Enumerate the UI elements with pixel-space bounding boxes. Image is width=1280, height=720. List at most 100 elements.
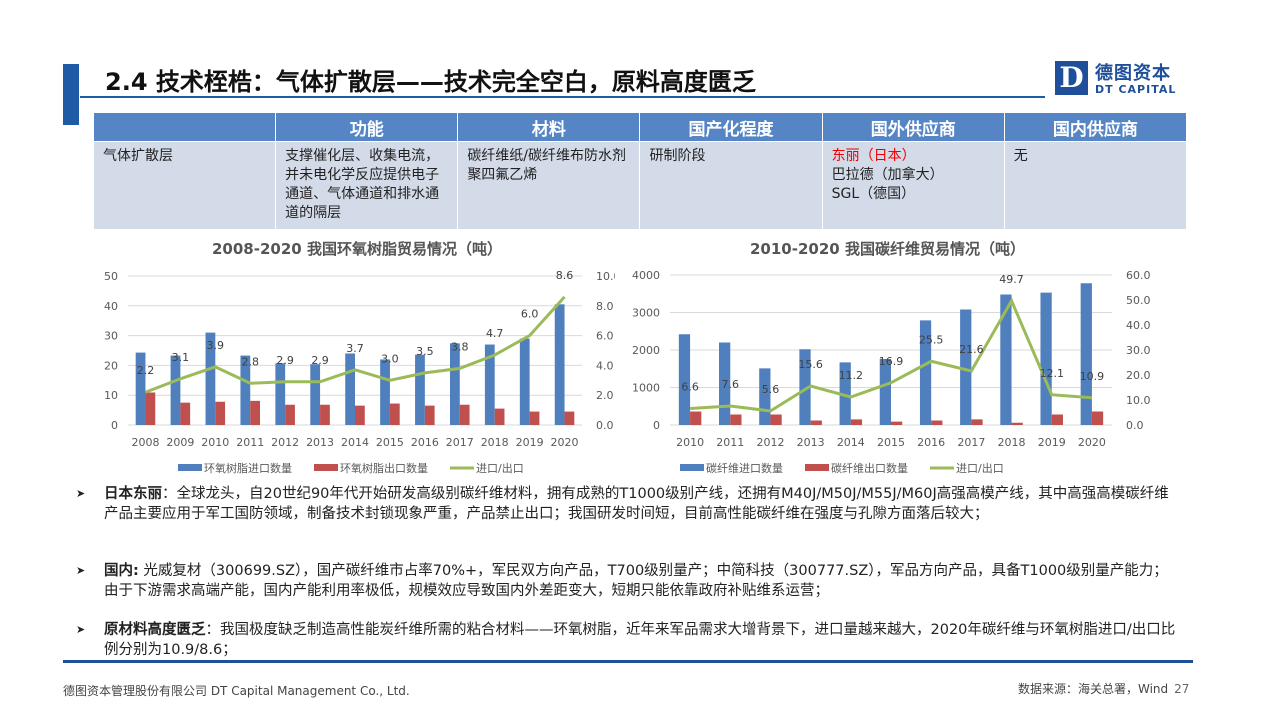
export-bar [355,405,365,425]
export-bar [424,405,435,425]
y-tick-label: 4000 [632,269,660,282]
import-bar [449,343,460,425]
export-bar [1051,414,1063,425]
chart-title-epoxy: 2008-2020 我国环氧树脂贸易情况（吨） [212,240,502,258]
y-tick-label: 0 [653,419,660,432]
x-tick-label: 2015 [877,436,905,449]
export-bar [690,411,702,425]
y-tick-label: 1000 [632,382,660,395]
y2-tick-label: 20.0 [1126,369,1151,382]
bullet-materials: ➤ 原材料高度匮乏：我国极度缺乏制造高性能炭纤维所需的粘合材料——环氧树脂，近年来… [76,620,1176,660]
accent-bar [63,64,79,125]
y2-tick-label: 30.0 [1126,344,1151,357]
legend-label: 环氧树脂进口数量 [204,461,292,475]
bullet-head: 日本东丽 [104,486,162,502]
import-bar [240,355,251,425]
bullet-head: 原材料高度匮乏 [104,622,206,638]
page-number: 27 [1174,682,1190,696]
bullet-toray: ➤ 日本东丽：全球龙头，自20世纪90年代开始研发高级别碳纤维材料，拥有成熟的T1… [76,484,1176,524]
import-bar [719,342,731,425]
legend-label: 进口/出口 [476,461,524,475]
ratio-data-label: 16.9 [879,355,904,368]
arrow-bullet-icon: ➤ [76,487,86,500]
y2-tick-label: 0.0 [596,419,614,432]
y2-tick-label: 0.0 [1126,419,1144,432]
export-bar [971,419,983,425]
import-bar [799,349,811,425]
legend-label: 环氧树脂出口数量 [340,461,428,475]
x-tick-label: 2016 [411,436,439,449]
export-bar [810,420,822,425]
chart-title-carbon: 2010-2020 我国碳纤维贸易情况（吨） [750,240,1025,258]
footer-divider [63,660,1193,663]
import-bar [960,309,972,425]
x-tick-label: 2012 [271,436,299,449]
export-bar [564,411,575,425]
import-bar [1080,283,1092,425]
bullet-body: ：我国极度缺乏制造高性能炭纤维所需的粘合材料——环氧树脂，近年来军品需求大增背景… [104,622,1176,658]
x-tick-label: 2009 [166,436,194,449]
export-bar [730,414,742,425]
col-header: 国外供应商 [821,112,1005,142]
footer-company: 德图资本管理股份有限公司 DT Capital Management Co., … [63,684,410,698]
export-bar [1011,422,1023,425]
x-tick-label: 2015 [376,436,404,449]
import-bar [170,355,181,425]
gdl-table: 功能 材料 国产化程度 国外供应商 国内供应商 气体扩散层 支撑催化层、收集电流… [92,112,1188,230]
import-bar [839,362,851,425]
x-tick-label: 2013 [306,436,334,449]
y2-tick-label: 6.0 [596,330,614,343]
export-bar [1091,411,1104,425]
ratio-line [144,295,566,394]
x-tick-label: 2013 [797,436,825,449]
import-bar [1040,292,1052,425]
footer-source: 数据来源：海关总署，Wind 27 [1018,680,1189,697]
legend-swatch [314,464,338,471]
bullet-body: ：全球龙头，自20世纪90年代开始研发高级别碳纤维材料，拥有成熟的T1000级别… [104,486,1169,522]
import-bar [554,304,565,425]
x-tick-label: 2020 [1078,436,1106,449]
ratio-data-label: 11.2 [839,369,864,382]
x-tick-label: 2019 [516,436,544,449]
ratio-data-label: 2.9 [311,354,329,367]
arrow-bullet-icon: ➤ [76,623,86,636]
y2-tick-label: 4.0 [596,359,614,372]
bullet-body: 光威复材（300699.SZ），国产碳纤维市占率70%+，军民双方向产品，T70… [104,563,1168,599]
table-row: 气体扩散层 支撑催化层、收集电流，并未电化学反应提供电子通道、气体通道和排水通道… [92,141,1188,230]
y2-tick-label: 40.0 [1126,319,1151,332]
export-bar [389,403,400,425]
import-bar [135,352,146,425]
col-header: 材料 [457,112,641,142]
ratio-data-label: 3.9 [207,339,225,352]
ratio-data-label: 4.7 [486,327,504,340]
y-tick-label: 10 [104,389,118,402]
epoxy-trade-chart: 0 10 20 30 40 50 0.0 2.0 4.0 6.0 8.0 10.0 2008 2009 20… [104,269,615,475]
cell-foreign: 东丽（日本） 巴拉德（加拿大） SGL（德国） [821,141,1005,230]
ratio-data-label: 3.8 [451,340,469,353]
import-bar [919,320,932,425]
col-header: 国产化程度 [639,112,823,142]
x-tick-label: 2019 [1038,436,1066,449]
import-bar [759,368,771,425]
export-bar [320,404,330,425]
ratio-data-label: 12.1 [1039,367,1064,380]
x-tick-label: 2012 [756,436,784,449]
ratio-data-label: 49.7 [999,273,1024,286]
ratio-line [689,297,1093,413]
export-bar [494,408,505,425]
import-bar [345,353,355,425]
export-bar [529,411,540,425]
y-tick-label: 50 [104,270,118,283]
x-tick-label: 2010 [201,436,229,449]
x-tick-label: 2020 [551,436,579,449]
legend-swatch [178,464,202,471]
y2-tick-label: 50.0 [1126,294,1151,307]
y-tick-label: 3000 [632,307,660,320]
export-bar [215,401,226,425]
y-tick-label: 20 [104,359,118,372]
col-header: 国内供应商 [1003,112,1188,142]
bullet-head: 国内: [104,563,139,579]
x-tick-label: 2018 [481,436,509,449]
y2-tick-label: 10.0 [596,270,615,283]
legend-swatch [805,464,829,471]
